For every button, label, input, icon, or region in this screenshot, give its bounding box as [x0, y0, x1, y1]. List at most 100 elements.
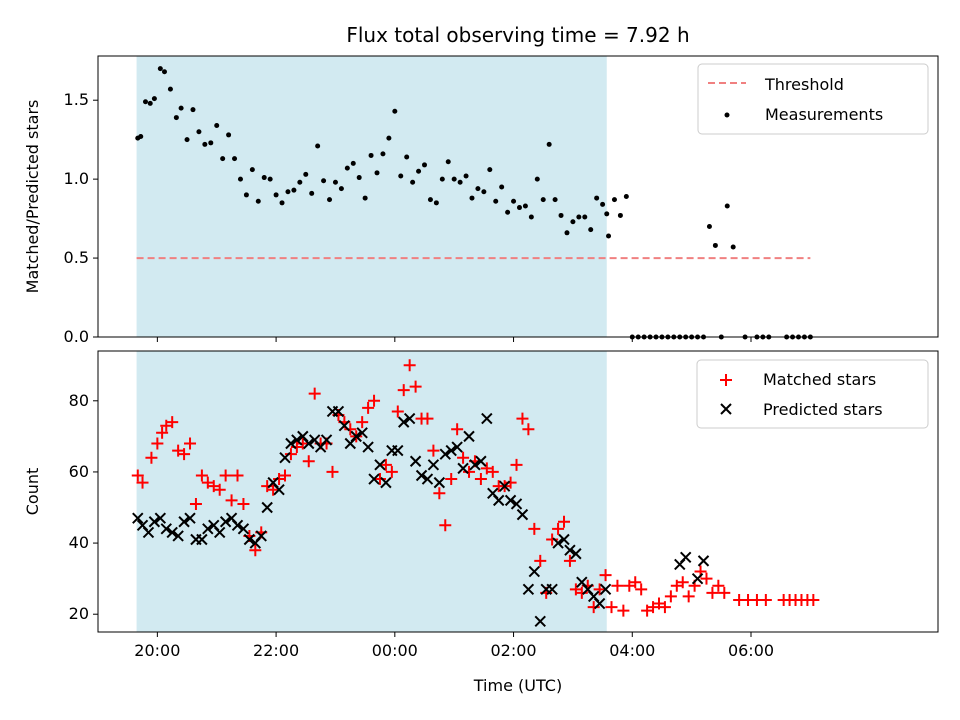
measurement-point: [226, 132, 232, 138]
measurement-point: [604, 211, 610, 217]
measurement-point: [303, 171, 309, 177]
ratio-panel-ticks: 0.0 0.5 1.0 1.5: [64, 90, 752, 346]
measurement-point: [576, 214, 582, 220]
y-tick-label: 1.0: [64, 169, 89, 188]
legend-matched-label: Matched stars: [763, 370, 876, 389]
measurement-point: [350, 160, 356, 166]
predicted-star-point: [697, 555, 710, 567]
measurement-point: [540, 197, 546, 203]
predicted-star-point: [291, 434, 303, 446]
count-panel-ylabel: Count: [23, 468, 42, 516]
predicted-star-point: [172, 530, 184, 542]
y-tick-label: 40: [69, 533, 89, 552]
predicted-star-point: [380, 476, 392, 489]
measurement-point: [297, 179, 303, 185]
matched-star-point: [552, 522, 565, 535]
measurement-point: [463, 173, 469, 179]
matched-star-point: [131, 469, 144, 482]
predicted-star-point: [303, 437, 315, 450]
predicted-star-point: [528, 565, 541, 578]
matched-star-point: [379, 458, 392, 471]
predicted-star-point: [546, 583, 558, 596]
predicted-star-point: [679, 551, 692, 564]
measurement-point: [344, 165, 350, 171]
predicted-star-point: [475, 455, 487, 467]
matched-star-point: [385, 465, 398, 478]
y-tick-label: 60: [69, 462, 89, 481]
measurement-point: [202, 141, 208, 147]
matched-star-point: [658, 601, 671, 614]
matched-star-point: [136, 476, 149, 489]
predicted-star-point: [219, 516, 232, 528]
measurement-point: [386, 135, 392, 141]
matched-star-point: [807, 593, 820, 606]
matched-star-point: [308, 387, 321, 400]
matched-star-point: [409, 380, 422, 393]
measurement-point: [528, 214, 534, 220]
matched-star-point: [156, 426, 169, 439]
matched-star-point: [563, 554, 576, 567]
matched-star-point: [184, 437, 197, 450]
matched-star-point: [278, 469, 291, 482]
measurement-point: [392, 108, 398, 114]
predicted-star-point: [510, 498, 523, 510]
predicted-star-point: [148, 516, 161, 528]
predicted-star-point: [320, 434, 333, 446]
y-tick-label: 0.5: [64, 248, 89, 267]
matched-star-point: [362, 401, 375, 414]
x-tick-label: 00:00: [372, 641, 418, 660]
ratio-panel: 0.0 0.5 1.0 1.5 Matched/Predicted stars Thr…: [23, 55, 939, 346]
matched-star-point: [504, 476, 517, 489]
predicted-star-point: [481, 412, 493, 425]
measurement-point: [321, 178, 327, 184]
matched-star-point: [664, 590, 677, 603]
matched-star-point: [439, 519, 452, 532]
x-axis-label: Time (UTC): [473, 676, 562, 695]
x-tick-label: 02:00: [490, 641, 536, 660]
x-tick-label: 20:00: [134, 641, 180, 660]
legend-measurements-label: Measurements: [765, 105, 883, 124]
measurement-point: [138, 134, 144, 140]
matched-star-point: [676, 576, 689, 589]
predicted-star-point: [154, 512, 167, 524]
measurement-point: [511, 198, 517, 204]
predicted-star-point: [552, 537, 564, 549]
measurement-point: [617, 212, 623, 218]
measurement-point: [173, 115, 179, 121]
measurement-point: [232, 156, 238, 162]
y-tick-label: 80: [69, 391, 89, 410]
predicted-star-point: [184, 512, 196, 524]
predicted-star-point: [504, 494, 517, 507]
matched-star-point: [558, 515, 571, 528]
measurement-point: [499, 184, 505, 190]
matched-star-point: [629, 576, 642, 589]
measurement-point: [433, 200, 439, 206]
predicted-star-point: [166, 526, 178, 539]
ratio-legend-box: [697, 63, 929, 135]
measurement-point: [594, 195, 600, 201]
predicted-star-point: [231, 519, 244, 531]
measurement-point: [582, 214, 588, 220]
legend-predicted-label: Predicted stars: [763, 400, 883, 419]
matched-star-point: [682, 590, 695, 603]
matched-star-point: [237, 497, 250, 510]
matched-star-point: [178, 448, 191, 461]
predicted-star-point: [451, 441, 463, 453]
measurement-point: [505, 209, 511, 215]
matched-stars-points: [131, 359, 820, 617]
measurement-point: [338, 186, 344, 192]
measurement-point: [362, 195, 368, 201]
measurement-point: [588, 227, 594, 233]
predicted-star-point: [433, 476, 446, 489]
measurement-point: [445, 159, 451, 165]
x-tick-label: 06:00: [728, 641, 774, 660]
predicted-star-point: [409, 455, 422, 467]
count-legend-box: [696, 359, 929, 429]
matched-star-point: [611, 579, 624, 592]
matched-star-point: [528, 522, 541, 535]
matched-star-point: [474, 473, 487, 486]
measurement-point: [730, 244, 736, 250]
measurement-point: [255, 198, 261, 204]
matched-star-point: [145, 451, 158, 464]
